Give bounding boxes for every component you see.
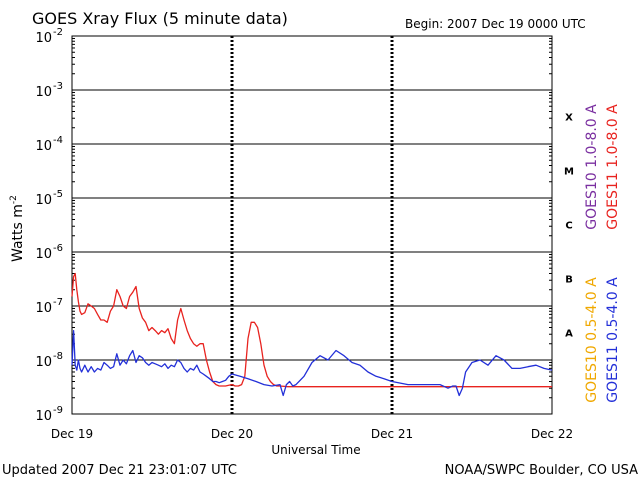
y-tick-base: 10 — [35, 193, 52, 208]
data-series — [71, 272, 553, 397]
x-tick-label: Dec 20 — [211, 427, 253, 441]
x-tick-label: Dec 19 — [51, 427, 93, 441]
x-tick-label: Dec 22 — [531, 427, 573, 441]
flare-class-c: C — [565, 221, 572, 232]
legend-entry: GOES11 1.0-8.0 A — [605, 104, 621, 230]
series-line — [71, 329, 553, 397]
x-tick-label: Dec 21 — [371, 427, 413, 441]
y-axis-label: Watts m-2 — [9, 195, 26, 262]
y-tick-base: 10 — [35, 85, 52, 100]
chart-title: GOES Xray Flux (5 minute data) — [32, 9, 288, 28]
y-axis-label-text: Watts m — [10, 204, 26, 262]
y-tick-exponent: -4 — [53, 135, 63, 146]
legend: GOES10 1.0-8.0 A GOES11 1.0-8.0 A GOES10 0… — [584, 104, 621, 403]
y-tick-base: 10 — [35, 409, 52, 424]
y-tick-label: 10 — [35, 31, 52, 46]
flare-class-x: X — [565, 113, 573, 124]
flare-class-b: B — [565, 275, 573, 286]
legend-entry: GOES11 0.5-4.0 A — [605, 277, 621, 403]
y-tick-label: 10 — [35, 193, 52, 208]
y-tick-base: 10 — [35, 139, 52, 154]
x-axis-label: Universal Time — [271, 443, 360, 457]
y-tick-label: 10 — [35, 247, 52, 262]
y-tick-exponent: -6 — [53, 243, 63, 254]
y-tick-base: 10 — [35, 31, 52, 46]
updated-timestamp: Updated 2007 Dec 21 23:01:07 UTC — [2, 463, 237, 478]
flare-class-m: M — [564, 167, 574, 178]
y-tick-label: 10 — [35, 355, 52, 370]
y-tick-label: 10 — [35, 139, 52, 154]
y-tick-base: 10 — [35, 301, 52, 316]
y-tick-exponent: -7 — [53, 297, 63, 308]
flare-class-labels: X M C B A — [564, 113, 574, 340]
y-tick-exponent: -5 — [53, 189, 63, 200]
y-tick-exponent: -2 — [53, 27, 63, 38]
y-tick-label: 10 — [35, 301, 52, 316]
credit-label: NOAA/SWPC Boulder, CO USA — [445, 463, 638, 478]
y-tick-exponent: -9 — [53, 405, 63, 416]
flare-class-a: A — [565, 329, 573, 340]
y-axis-label-exponent: -2 — [9, 195, 19, 204]
x-axis: Dec 19 Dec 20 Dec 21 Dec 22 — [51, 427, 573, 441]
grid-lines — [72, 36, 552, 414]
legend-entry: GOES10 1.0-8.0 A — [584, 104, 600, 230]
plot-frame — [71, 35, 553, 415]
legend-entry: GOES10 0.5-4.0 A — [584, 277, 600, 403]
y-tick-exponent: -3 — [53, 81, 63, 92]
y-tick-exponent: -8 — [53, 351, 63, 362]
y-tick-base: 10 — [35, 355, 52, 370]
y-tick-base: 10 — [35, 247, 52, 262]
series-line — [71, 272, 552, 388]
begin-label: Begin: 2007 Dec 19 0000 UTC — [405, 17, 586, 31]
y-tick-label: 10 — [35, 85, 52, 100]
y-tick-label: 10 — [35, 409, 52, 424]
y-axis: 10-210-310-410-510-610-710-810-9 — [35, 27, 552, 424]
